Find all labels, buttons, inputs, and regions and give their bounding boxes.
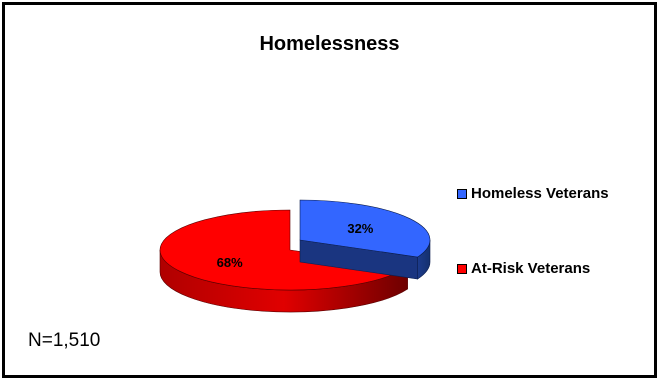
chart-frame: Homelessness	[2, 2, 657, 378]
pie-label-homeless: 32%	[347, 221, 373, 236]
pie-label-at-risk: 68%	[217, 255, 243, 270]
chart-title: Homelessness	[259, 33, 400, 55]
legend-item-homeless: Homeless Veterans	[457, 185, 609, 202]
pie-slice-homeless	[299, 199, 431, 258]
sample-size-note: N=1,510	[28, 330, 101, 351]
legend-swatch-at-risk	[457, 263, 467, 274]
legend-label-homeless: Homeless Veterans	[471, 185, 609, 202]
pie-slice-at-risk	[159, 209, 409, 291]
legend-swatch-homeless	[457, 188, 467, 199]
legend-item-at-risk: At-Risk Veterans	[457, 260, 590, 277]
legend-label-at-risk: At-Risk Veterans	[471, 260, 591, 277]
